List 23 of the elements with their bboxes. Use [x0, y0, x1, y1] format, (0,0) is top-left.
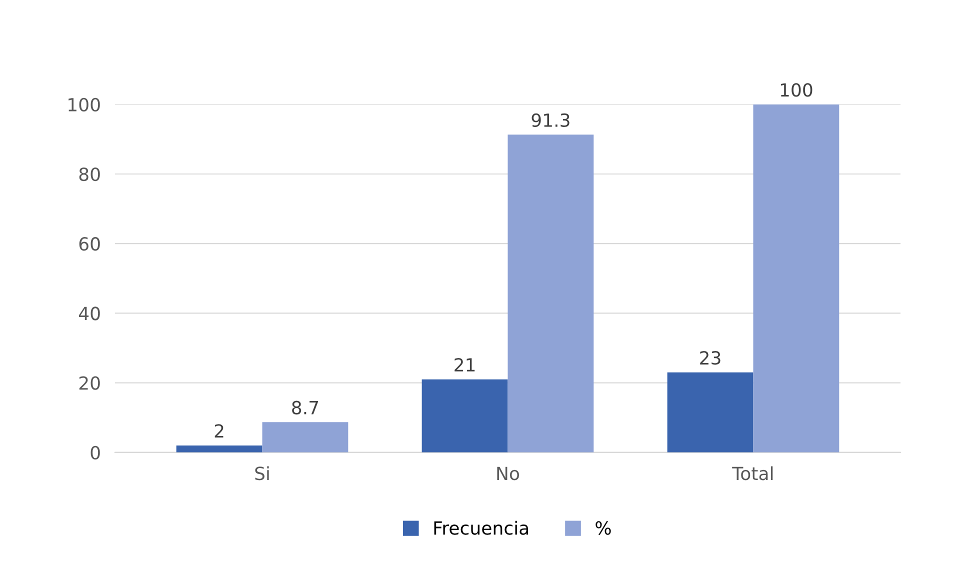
bar: [667, 372, 754, 452]
data-label: 23: [700, 351, 720, 365]
bar: [753, 104, 840, 452]
x-tick-label: Si: [255, 466, 269, 480]
x-tick-label: No: [497, 466, 520, 480]
y-tick-label: 60: [79, 237, 100, 251]
y-tick-label: 0: [90, 446, 100, 460]
data-label: 2: [214, 424, 224, 438]
x-tick-label: Total: [732, 466, 773, 480]
legend-label: %: [596, 521, 611, 535]
y-tick-label: 80: [79, 167, 100, 182]
data-label: 21: [454, 358, 475, 372]
bar: [262, 422, 348, 452]
data-label: 100: [780, 83, 812, 97]
y-tick-label: 40: [78, 306, 100, 320]
data-label: 91.3: [532, 113, 570, 128]
bar: [176, 445, 262, 452]
bar: [508, 134, 594, 452]
data-label: 8.7: [292, 400, 318, 414]
bar: [422, 379, 508, 452]
legend-label: Frecuencia: [434, 520, 528, 535]
y-tick-label: 100: [68, 98, 100, 112]
y-tick-label: 20: [79, 376, 100, 390]
